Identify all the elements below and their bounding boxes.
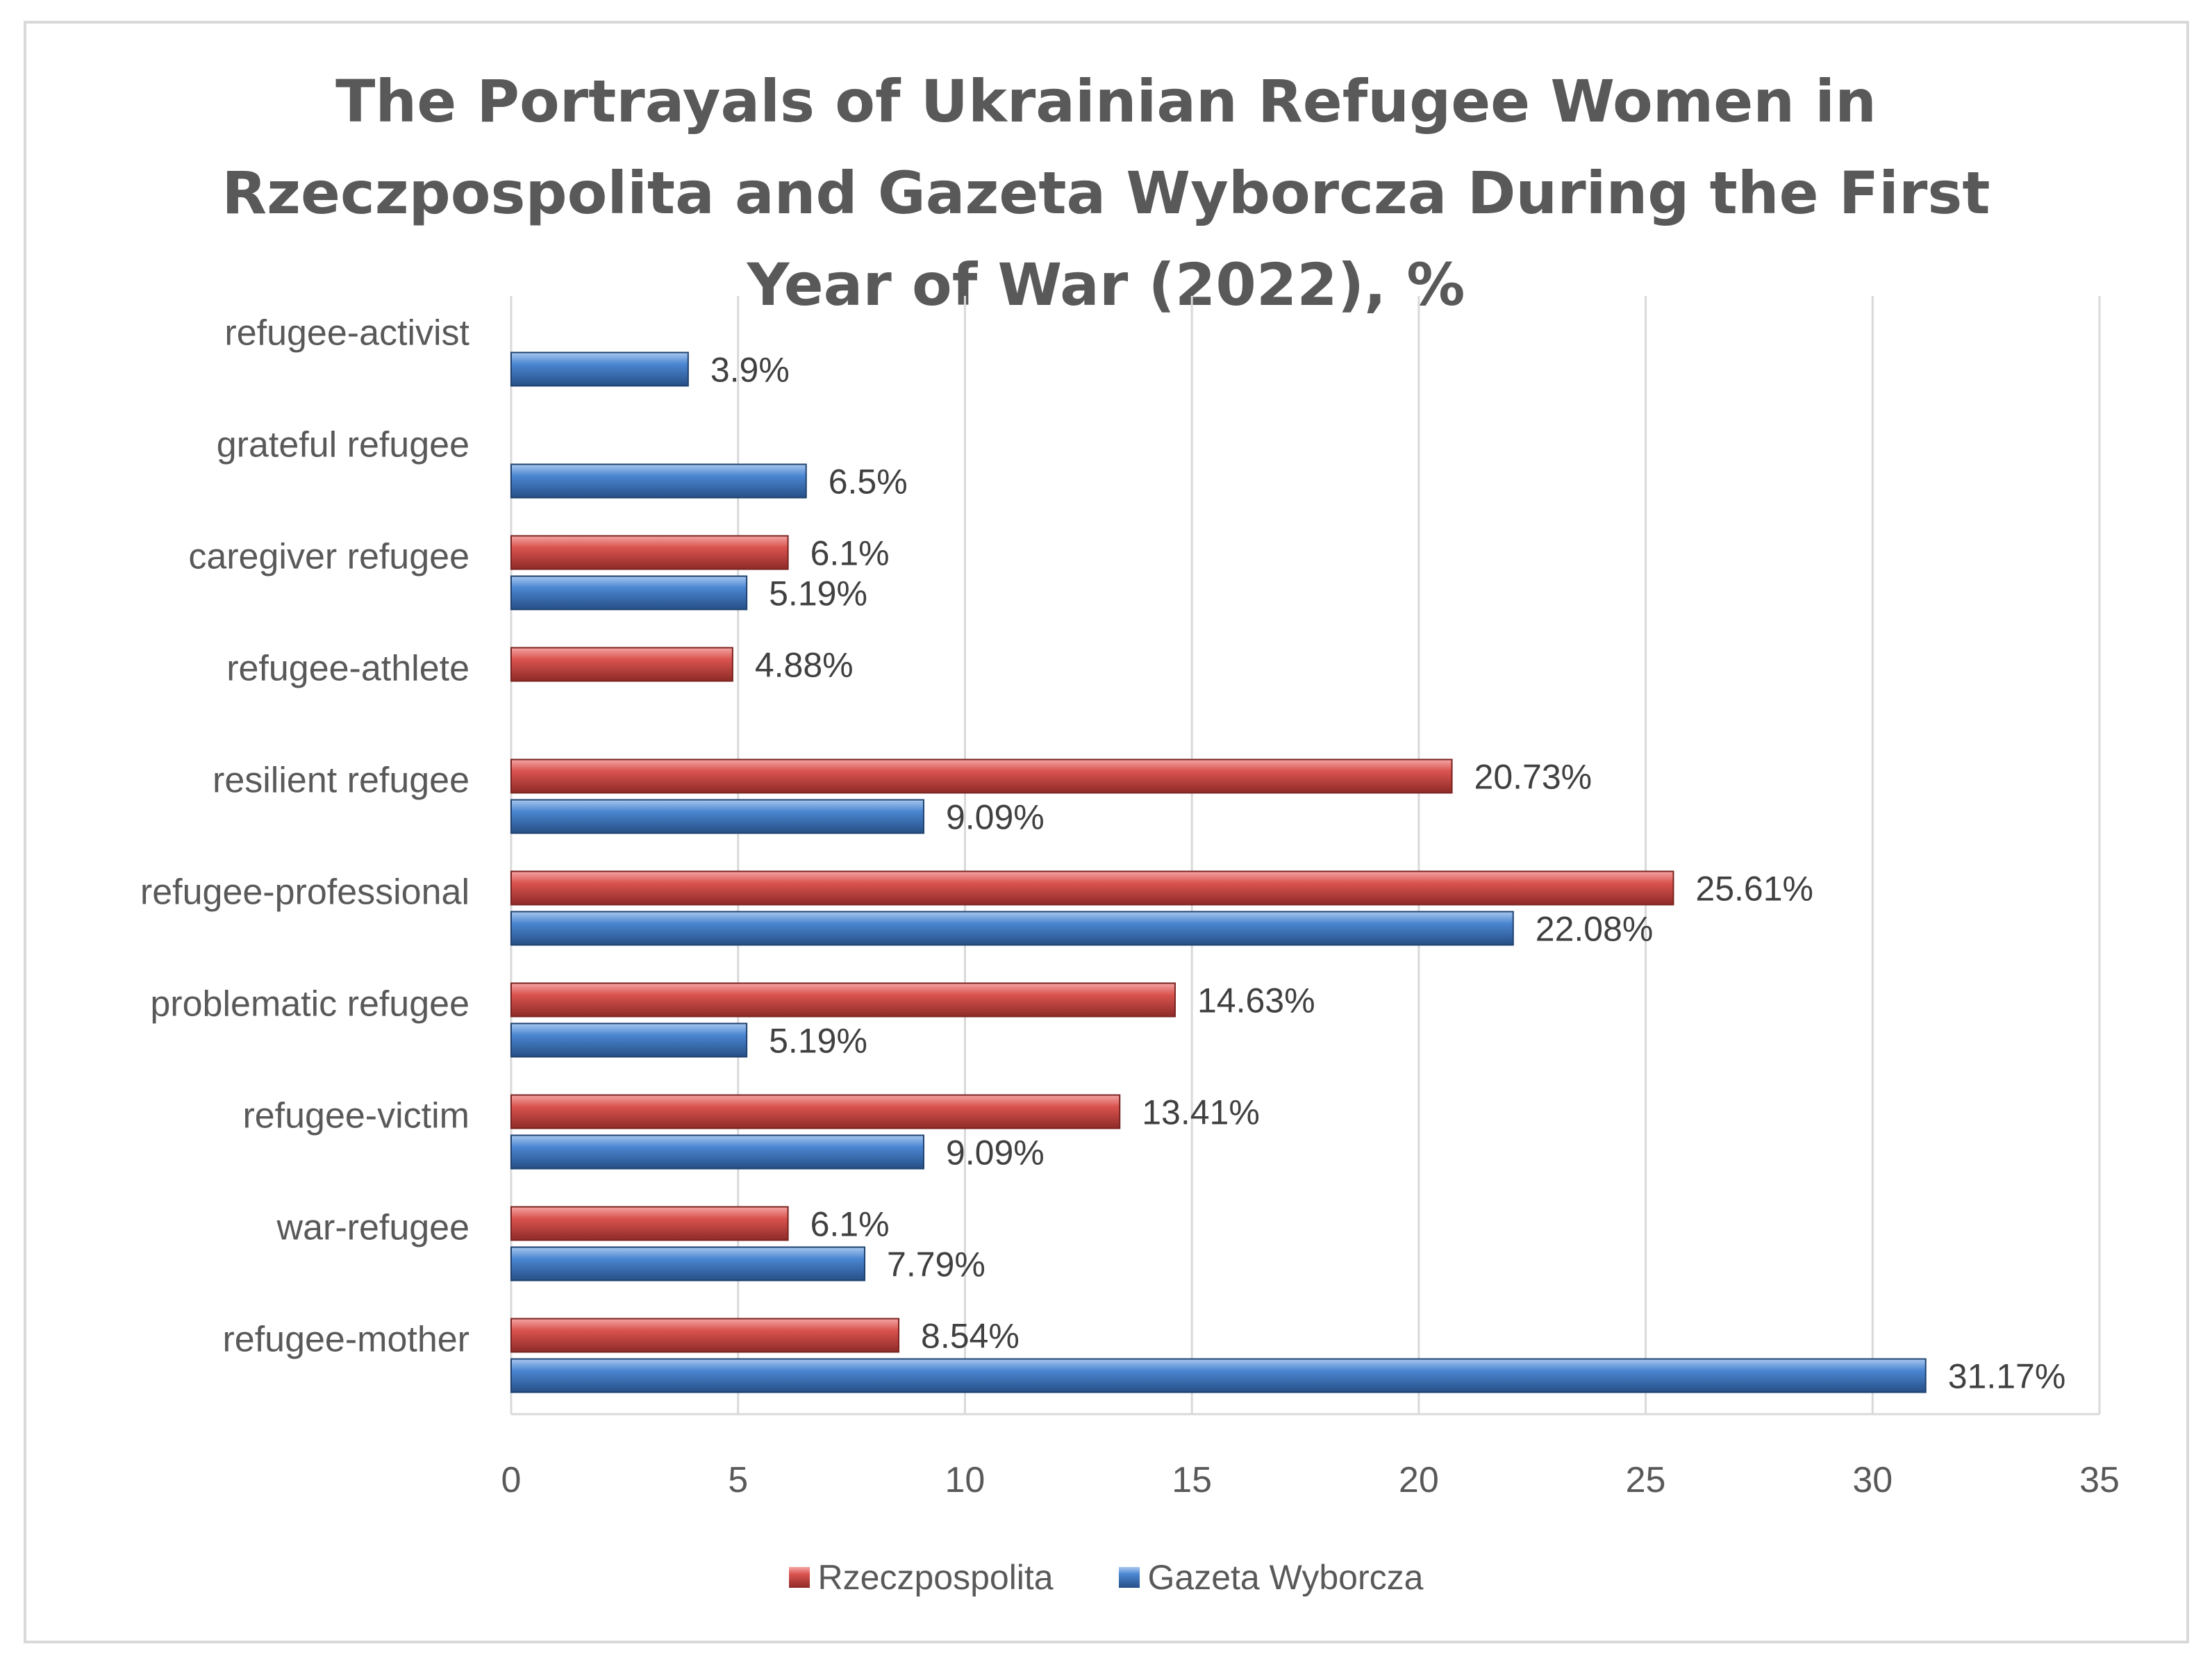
data-label-rzeczpospolita: 6.1% bbox=[810, 534, 890, 573]
bar-rzeczpospolita[interactable] bbox=[510, 758, 1453, 794]
category-label: refugee-victim bbox=[242, 1096, 469, 1136]
data-label-gazeta-wyborcza: 7.79% bbox=[887, 1245, 986, 1284]
legend-swatch-blue bbox=[1118, 1567, 1140, 1588]
legend-item-gazeta-wyborcza[interactable]: Gazeta Wyborcza bbox=[1118, 1557, 1424, 1598]
bar-gazeta-wyborcza[interactable] bbox=[510, 911, 1514, 946]
chart-title: The Portrayals of Ukrainian Refugee Wome… bbox=[0, 56, 2212, 331]
category-label: refugee-professional bbox=[140, 872, 469, 913]
data-label-gazeta-wyborcza: 3.9% bbox=[710, 351, 790, 390]
bar-rzeczpospolita[interactable] bbox=[510, 1318, 900, 1353]
data-label-rzeczpospolita: 20.73% bbox=[1474, 758, 1593, 797]
category-label: refugee-athlete bbox=[226, 649, 469, 689]
legend-label: Gazeta Wyborcza bbox=[1147, 1558, 1424, 1597]
bar-rzeczpospolita[interactable] bbox=[510, 535, 789, 570]
legend: Rzeczpospolita Gazeta Wyborcza bbox=[0, 1556, 2212, 1598]
category-label: refugee-mother bbox=[222, 1320, 469, 1360]
chart-title-line: Rzeczpospolita and Gazeta Wyborcza Durin… bbox=[222, 159, 1990, 227]
data-label-gazeta-wyborcza: 9.09% bbox=[946, 1134, 1045, 1172]
data-label-gazeta-wyborcza: 9.09% bbox=[946, 798, 1045, 837]
bar-rzeczpospolita[interactable] bbox=[510, 1206, 789, 1241]
bar-gazeta-wyborcza[interactable] bbox=[510, 351, 689, 387]
x-tick-label: 15 bbox=[1172, 1460, 1212, 1500]
bar-gazeta-wyborcza[interactable] bbox=[510, 799, 924, 834]
bar-gazeta-wyborcza[interactable] bbox=[510, 1134, 924, 1170]
x-tick-label: 20 bbox=[1399, 1460, 1439, 1500]
category-label: problematic refugee bbox=[150, 984, 469, 1025]
category-label: refugee-activist bbox=[224, 313, 469, 354]
category-label: resilient refugee bbox=[213, 761, 469, 801]
bar-rzeczpospolita[interactable] bbox=[510, 647, 733, 682]
x-tick-label: 10 bbox=[945, 1460, 986, 1500]
x-tick-label: 35 bbox=[2079, 1460, 2120, 1500]
data-label-rzeczpospolita: 4.88% bbox=[755, 646, 854, 685]
legend-label: Rzeczpospolita bbox=[817, 1558, 1054, 1597]
x-tick-label: 25 bbox=[1626, 1460, 1666, 1500]
data-label-rzeczpospolita: 6.1% bbox=[810, 1205, 890, 1244]
bar-gazeta-wyborcza[interactable] bbox=[510, 1358, 1927, 1393]
data-label-gazeta-wyborcza: 5.19% bbox=[769, 1022, 867, 1061]
bar-rzeczpospolita[interactable] bbox=[510, 982, 1176, 1018]
data-label-rzeczpospolita: 13.41% bbox=[1142, 1093, 1260, 1132]
category-label: war-refugee bbox=[276, 1208, 469, 1248]
legend-item-rzeczpospolita[interactable]: Rzeczpospolita bbox=[788, 1557, 1054, 1598]
data-label-rzeczpospolita: 8.54% bbox=[921, 1317, 1020, 1356]
labels: 0 5 10 15 20 25 30 35 refugee-activist 3.9% gratef… bbox=[140, 313, 2120, 1501]
legend-swatch-red bbox=[788, 1567, 810, 1588]
bars bbox=[510, 351, 1927, 1393]
chart-title-line: Year of War (2022), % bbox=[747, 251, 1465, 319]
bar-gazeta-wyborcza[interactable] bbox=[510, 463, 807, 499]
data-label-gazeta-wyborcza: 31.17% bbox=[1948, 1357, 2066, 1396]
data-label-rzeczpospolita: 25.61% bbox=[1695, 870, 1813, 909]
category-label: caregiver refugee bbox=[188, 537, 469, 577]
bar-gazeta-wyborcza[interactable] bbox=[510, 575, 748, 611]
x-tick-label: 30 bbox=[1852, 1460, 1893, 1500]
data-label-rzeczpospolita: 14.63% bbox=[1197, 981, 1315, 1020]
data-label-gazeta-wyborcza: 6.5% bbox=[829, 463, 908, 501]
chart-title-line: The Portrayals of Ukrainian Refugee Wome… bbox=[335, 67, 1877, 135]
data-label-gazeta-wyborcza: 5.19% bbox=[769, 574, 867, 613]
bar-gazeta-wyborcza[interactable] bbox=[510, 1022, 748, 1058]
bar-rzeczpospolita[interactable] bbox=[510, 870, 1674, 906]
category-label: grateful refugee bbox=[217, 425, 469, 465]
data-label-gazeta-wyborcza: 22.08% bbox=[1536, 910, 1654, 949]
x-tick-label: 5 bbox=[728, 1460, 748, 1500]
bar-gazeta-wyborcza[interactable] bbox=[510, 1246, 866, 1282]
x-tick-label: 0 bbox=[501, 1460, 522, 1500]
bar-rzeczpospolita[interactable] bbox=[510, 1094, 1121, 1129]
